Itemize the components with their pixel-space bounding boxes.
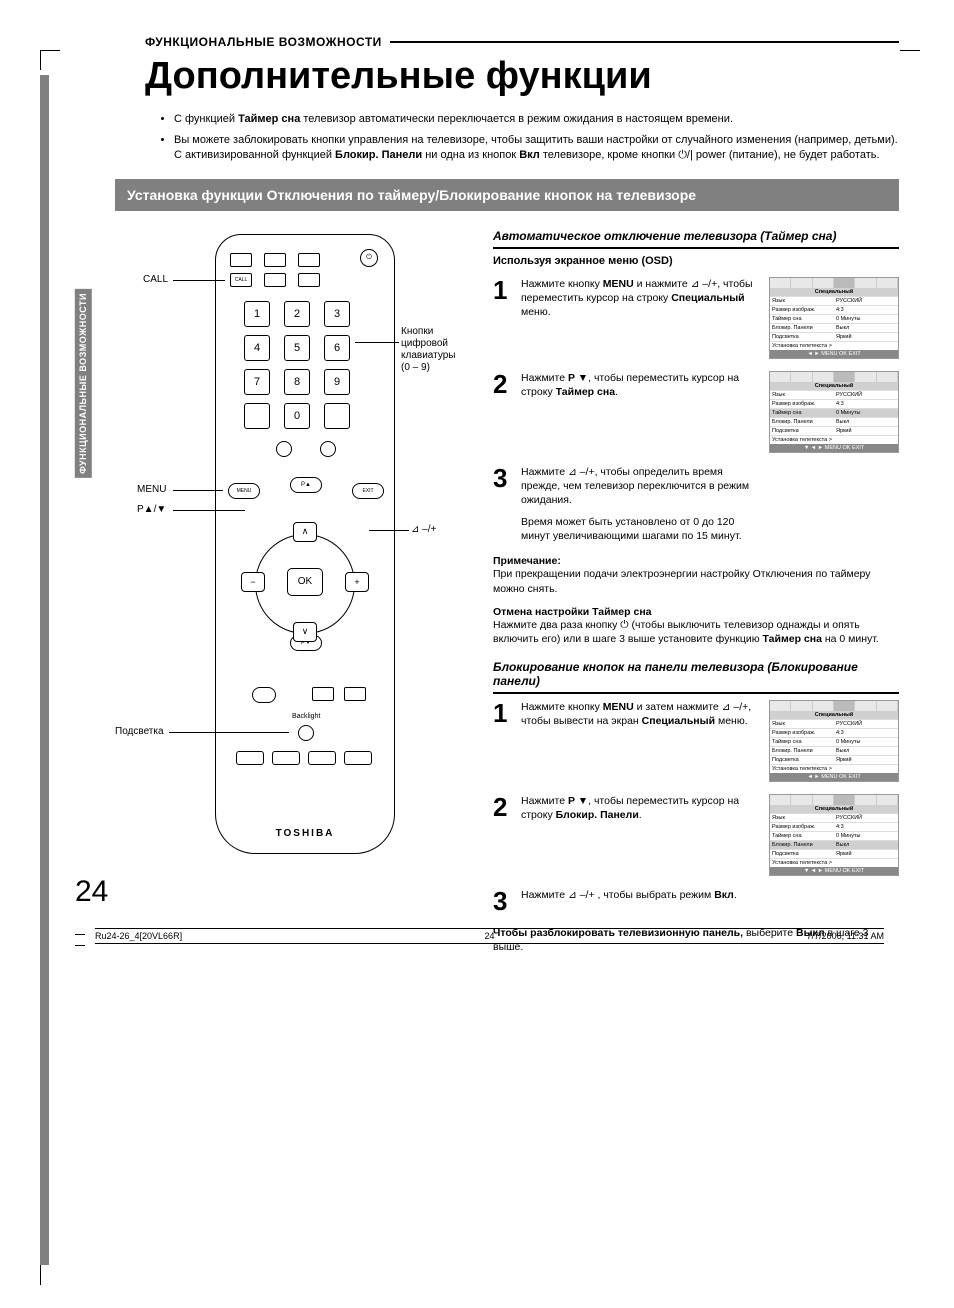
remote-btn-small [264, 253, 286, 267]
note-text: При прекращении подачи электроэнергии на… [493, 567, 899, 595]
remote-btn-small [298, 273, 320, 287]
step: 3 Нажмите ⊿ –/+, чтобы определить время … [493, 465, 899, 508]
step-text: Нажмите кнопку MENU и затем нажмите ⊿ –/… [521, 700, 761, 782]
footer-stamp: 7/7/2006, 11:31 AM [520, 931, 885, 941]
osd-screenshot: СпециальныйЯзыкРУССКИЙРазмер изображ.4:3… [769, 794, 899, 876]
step: 2 Нажмите P ▼, чтобы переместить курсор … [493, 371, 899, 453]
step: 1 Нажмите кнопку MENU и нажмите ⊿ –/+, ч… [493, 277, 899, 359]
intro-item: С функцией Таймер сна телевизор автомати… [174, 112, 899, 127]
remote-btn-call: CALL [230, 273, 252, 287]
digit-9: 9 [324, 369, 350, 395]
step-text: Нажмите P ▼, чтобы переместить курсор на… [521, 371, 761, 453]
step-extra: Время может быть установлено от 0 до 120… [521, 515, 761, 543]
label-p: P▲/▼ [137, 504, 166, 515]
power-button: ⏻ [360, 249, 378, 267]
remote-btn [252, 687, 276, 703]
footer-tick [75, 934, 85, 946]
remote-btn-small [298, 253, 320, 267]
step-text: Нажмите кнопку MENU и нажмите ⊿ –/+, что… [521, 277, 761, 359]
color-btn [236, 751, 264, 765]
digit-4: 4 [244, 335, 270, 361]
subsub-osd: Используя экранное меню (OSD) [493, 255, 899, 267]
footer: Ru24-26_4[20VL66R] 24 7/7/2006, 11:31 AM [95, 928, 884, 944]
label-backlight: Подсветка [115, 726, 164, 737]
label-digits: Кнопки цифровой клавиатуры (0 – 9) [401, 326, 461, 374]
remote-btn [244, 403, 270, 429]
step-number: 1 [493, 700, 513, 782]
remote-btn [276, 441, 292, 457]
p-up-button: P▲ [290, 477, 322, 493]
digit-8: 8 [284, 369, 310, 395]
page-number: 24 [75, 875, 108, 909]
digit-7: 7 [244, 369, 270, 395]
step-number: 3 [493, 465, 513, 508]
section-banner: Установка функции Отключения по таймеру/… [115, 179, 899, 211]
remote-btn [320, 441, 336, 457]
ok-button: OK [287, 568, 323, 596]
digit-0: 0 [284, 403, 310, 429]
step: 3 Нажмите ⊿ –/+ , чтобы выбрать режим Вк… [493, 888, 899, 914]
section-label: ФУНКЦИОНАЛЬНЫЕ ВОЗМОЖНОСТИ [145, 35, 382, 49]
remote-btn-small [264, 273, 286, 287]
menu-button: MENU [228, 483, 260, 499]
crop-mark [900, 50, 920, 70]
note-head: Примечание: [493, 555, 899, 567]
digit-6: 6 [324, 335, 350, 361]
exit-button: EXIT [352, 483, 384, 499]
step-number: 3 [493, 888, 513, 914]
side-tab: ФУНКЦИОНАЛЬНЫЕ ВОЗМОЖНОСТИ [75, 289, 92, 478]
step-text: Нажмите ⊿ –/+ , чтобы выбрать режим Вкл. [521, 888, 761, 914]
footer-page: 24 [460, 931, 520, 941]
dpad: ∧ ∨ − + OK [245, 524, 365, 644]
remote-btn [324, 403, 350, 429]
digit-1: 1 [244, 301, 270, 327]
cancel-head: Отмена настройки Таймер сна [493, 606, 899, 618]
rule [390, 41, 899, 43]
backlight-label: Backlight [292, 713, 320, 720]
osd-screenshot: СпециальныйЯзыкРУССКИЙРазмер изображ.4:3… [769, 700, 899, 782]
step-number: 2 [493, 371, 513, 453]
digit-2: 2 [284, 301, 310, 327]
intro-item: Вы можете заблокировать кнопки управлени… [174, 133, 899, 163]
digit-5: 5 [284, 335, 310, 361]
label-vol: ⊿ –/+ [411, 524, 436, 535]
footer-file: Ru24-26_4[20VL66R] [95, 931, 460, 941]
step-number: 2 [493, 794, 513, 876]
color-btn [308, 751, 336, 765]
step: 2 Нажмите P ▼, чтобы переместить курсор … [493, 794, 899, 876]
color-btn [272, 751, 300, 765]
remote-brand: TOSHIBA [216, 828, 394, 839]
label-menu: MENU [137, 484, 166, 495]
subhead-lock: Блокирование кнопок на панели телевизора… [493, 660, 899, 694]
remote-btn [312, 687, 334, 701]
step-text: Нажмите P ▼, чтобы переместить курсор на… [521, 794, 761, 876]
remote-btn-small [230, 253, 252, 267]
step-number: 1 [493, 277, 513, 359]
backlight-button [298, 725, 314, 741]
cancel-text: Нажмите два раза кнопку ⏻ (чтобы выключи… [493, 618, 899, 646]
crop-mark [40, 1265, 60, 1285]
remote-btn [344, 687, 366, 701]
digit-3: 3 [324, 301, 350, 327]
color-btn [344, 751, 372, 765]
subhead-sleep: Автоматическое отключение телевизора (Та… [493, 229, 899, 249]
label-call: CALL [143, 274, 168, 285]
page-title: Дополнительные функции [145, 55, 899, 98]
osd-screenshot: СпециальныйЯзыкРУССКИЙРазмер изображ.4:3… [769, 371, 899, 453]
step-text: Нажмите ⊿ –/+, чтобы определить время пр… [521, 465, 761, 508]
remote-diagram: ⏻ CALL 1 2 3 4 5 6 7 8 9 0 [115, 234, 455, 874]
step: 1 Нажмите кнопку MENU и затем нажмите ⊿ … [493, 700, 899, 782]
accent-bar [40, 75, 49, 1265]
crop-mark [40, 50, 60, 70]
intro-list: С функцией Таймер сна телевизор автомати… [160, 112, 899, 163]
osd-screenshot: СпециальныйЯзыкРУССКИЙРазмер изображ.4:3… [769, 277, 899, 359]
